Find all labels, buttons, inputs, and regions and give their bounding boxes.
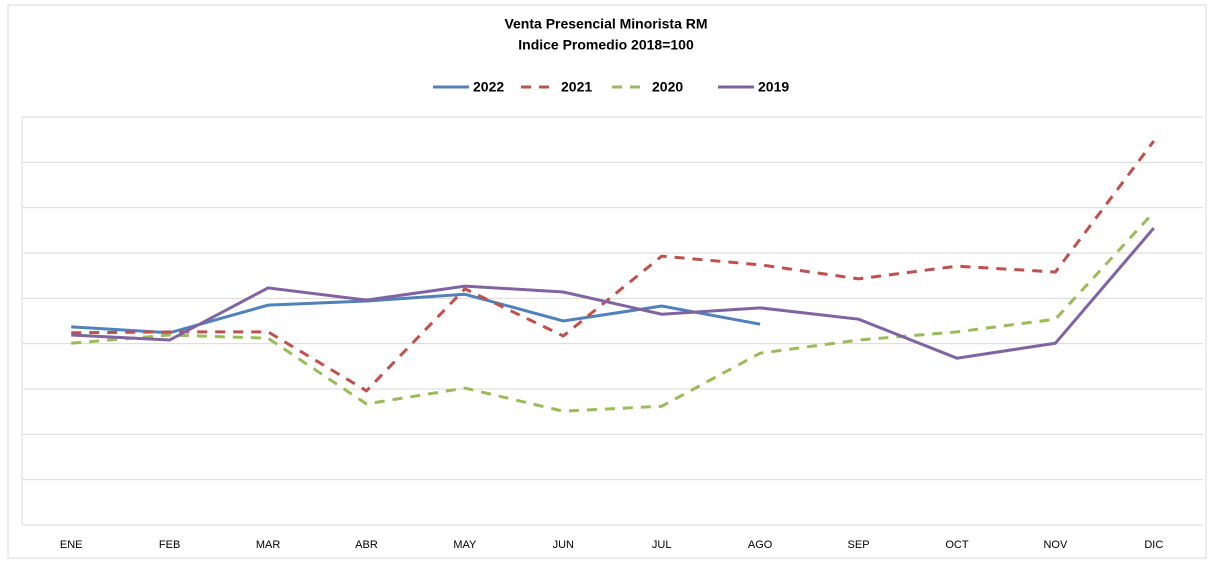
x-tick-label: NOV bbox=[1043, 539, 1068, 551]
x-tick-label: FEB bbox=[159, 539, 180, 551]
legend-label: 2019 bbox=[758, 79, 789, 95]
x-tick-label: MAY bbox=[453, 539, 477, 551]
legend-label: 2022 bbox=[473, 79, 504, 95]
series-line bbox=[71, 211, 1155, 413]
x-tick-label: ABR bbox=[355, 539, 378, 551]
x-tick-label: OCT bbox=[945, 539, 969, 551]
series-line bbox=[71, 292, 761, 335]
legend-label: 2020 bbox=[652, 79, 683, 95]
x-tick-label: JUL bbox=[652, 539, 672, 551]
x-tick-label: DIC bbox=[1144, 539, 1163, 551]
x-tick-label: AGO bbox=[748, 539, 773, 551]
x-tick-label: JUN bbox=[553, 539, 574, 551]
chart-border bbox=[7, 4, 1207, 559]
chart-title: Venta Presencial Minorista RM bbox=[504, 16, 707, 32]
x-tick-label: SEP bbox=[848, 539, 870, 551]
series-line bbox=[71, 140, 1155, 393]
x-tick-label: ENE bbox=[60, 539, 83, 551]
series-line bbox=[71, 227, 1155, 360]
x-tick-label: MAR bbox=[256, 539, 281, 551]
chart-subtitle: Indice Promedio 2018=100 bbox=[518, 37, 694, 53]
legend-label: 2021 bbox=[561, 79, 592, 95]
